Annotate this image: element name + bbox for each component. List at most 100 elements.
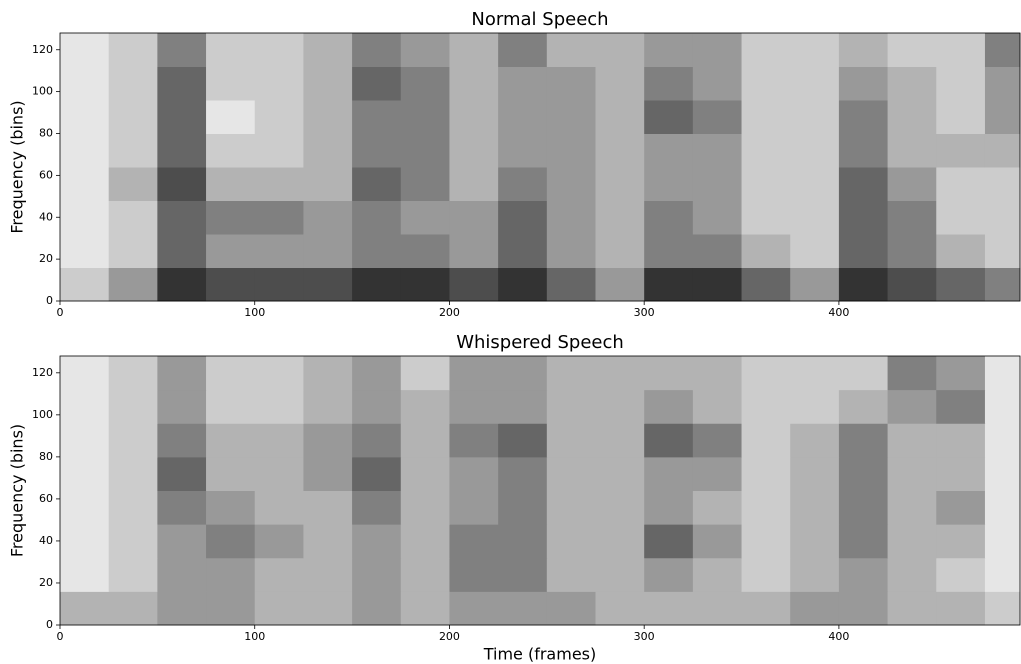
cell	[936, 100, 986, 134]
cell	[352, 133, 402, 168]
cell	[498, 557, 548, 592]
cell	[400, 267, 450, 302]
cell	[546, 490, 596, 525]
cell	[692, 33, 743, 67]
cell	[108, 33, 158, 67]
cell	[400, 234, 450, 268]
cell	[838, 423, 889, 458]
cell	[303, 33, 353, 67]
cell	[400, 200, 450, 235]
cell	[644, 591, 694, 626]
cell	[984, 100, 1021, 134]
cell	[790, 490, 840, 525]
cell	[595, 557, 645, 592]
cell	[60, 557, 110, 592]
cell	[741, 133, 791, 168]
cell	[790, 423, 840, 458]
cell	[449, 66, 499, 101]
cell	[936, 133, 986, 168]
cell	[838, 389, 889, 424]
cell	[60, 167, 110, 201]
cell	[157, 456, 207, 491]
cell	[254, 423, 304, 458]
cell	[254, 356, 304, 391]
x-tick-label: 400	[828, 630, 849, 643]
cell	[790, 267, 840, 302]
cell	[157, 200, 207, 235]
cell	[449, 456, 499, 491]
cell	[838, 234, 889, 268]
cell	[644, 524, 694, 559]
y-tick-label: 0	[46, 294, 53, 307]
cell	[644, 33, 694, 67]
cell	[790, 200, 840, 235]
cell	[449, 423, 499, 458]
x-tick-label: 200	[439, 630, 460, 643]
cell	[741, 234, 791, 268]
cell	[546, 200, 596, 235]
cell	[157, 490, 207, 525]
cell	[546, 456, 596, 491]
cell	[790, 356, 840, 391]
cell	[936, 200, 986, 235]
cell	[400, 490, 450, 525]
cell	[741, 33, 791, 67]
cell	[692, 267, 743, 302]
cell	[303, 456, 353, 491]
cell	[741, 423, 791, 458]
cell	[449, 200, 499, 235]
cell	[838, 133, 889, 168]
cell	[498, 33, 548, 67]
cell	[692, 591, 743, 626]
cell	[692, 133, 743, 168]
cell	[984, 200, 1021, 235]
cell	[692, 200, 743, 235]
cell	[838, 490, 889, 525]
cell	[546, 389, 596, 424]
cell	[595, 200, 645, 235]
cell	[400, 389, 450, 424]
cell	[936, 423, 986, 458]
cell	[498, 267, 548, 302]
cell	[790, 234, 840, 268]
cell	[546, 234, 596, 268]
axes-frame	[59, 355, 1021, 626]
cell	[352, 66, 402, 101]
cell	[692, 490, 743, 525]
cell	[449, 356, 499, 391]
cell	[254, 267, 304, 302]
cell	[303, 524, 353, 559]
cell	[595, 490, 645, 525]
cell	[400, 33, 450, 67]
cell	[936, 167, 986, 201]
cell	[838, 33, 889, 67]
cell	[741, 456, 791, 491]
cell	[60, 100, 110, 134]
cell	[254, 557, 304, 592]
cell	[303, 100, 353, 134]
cell	[206, 557, 256, 592]
cell	[352, 33, 402, 67]
cell	[644, 557, 694, 592]
x-tick-label: 0	[57, 630, 64, 643]
x-tick-label: 100	[244, 306, 265, 319]
cell	[741, 389, 791, 424]
cell	[206, 234, 256, 268]
cell	[595, 591, 645, 626]
cell	[984, 33, 1021, 67]
y-axis-label: Frequency (bins)	[8, 100, 27, 233]
cell	[157, 389, 207, 424]
cell	[157, 66, 207, 101]
x-tick-label: 100	[244, 630, 265, 643]
cell	[644, 133, 694, 168]
cell	[984, 524, 1021, 559]
x-axis-label: Time (frames)	[483, 645, 597, 664]
cell	[595, 423, 645, 458]
cell	[692, 100, 743, 134]
cell	[108, 66, 158, 101]
cell	[546, 423, 596, 458]
cell	[498, 389, 548, 424]
cell	[741, 167, 791, 201]
